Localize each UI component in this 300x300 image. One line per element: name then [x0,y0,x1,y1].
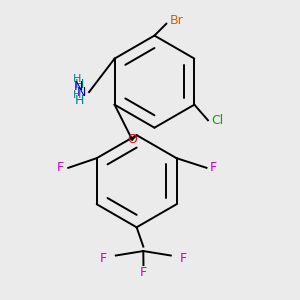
Text: F: F [100,252,107,265]
Text: Cl: Cl [211,114,223,127]
Text: H: H [73,74,81,84]
Text: N: N [74,80,83,94]
Text: H: H [75,94,84,106]
Text: H: H [75,78,84,91]
Text: O: O [127,133,137,146]
Text: F: F [209,161,217,174]
Text: H: H [73,90,81,100]
Text: N: N [77,85,86,98]
Text: Br: Br [169,14,183,27]
Text: F: F [140,266,147,279]
Text: F: F [180,252,187,265]
Text: F: F [57,161,64,174]
